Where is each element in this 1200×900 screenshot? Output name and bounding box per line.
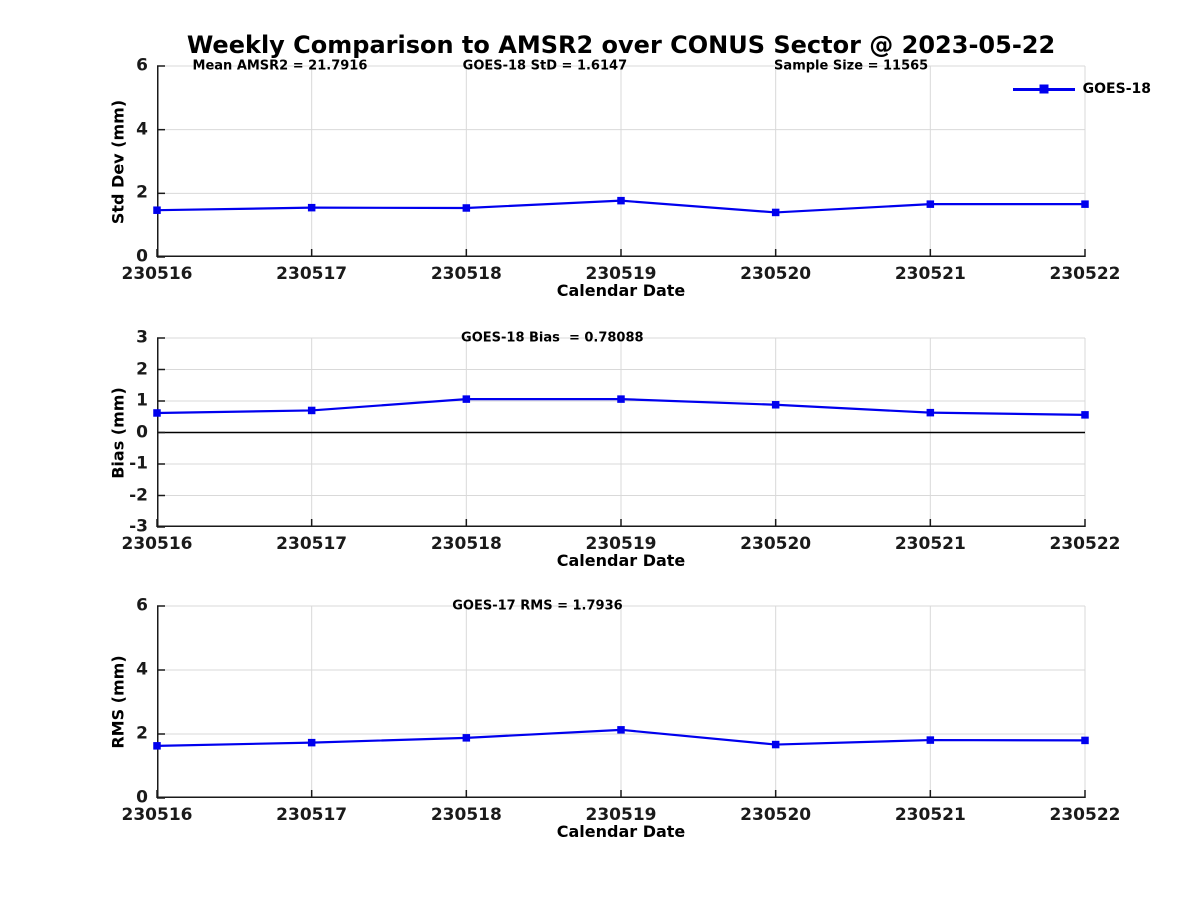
data-marker: [462, 204, 471, 212]
y-tick-label: -2: [129, 485, 148, 505]
data-marker: [153, 206, 161, 214]
y-tick-label: 2: [136, 723, 148, 744]
x-tick-label: 230518: [430, 805, 502, 825]
stddev-chart: Std Dev (mm) Mean AMSR2 = 21.7916 GOES-1…: [109, 57, 1152, 300]
x-tick-label: 230520: [740, 264, 812, 284]
x-tick-label: 230521: [894, 264, 966, 284]
annotation-sample-size: Sample Size = 11565: [774, 58, 929, 74]
x-tick-label: 230520: [740, 805, 812, 825]
x-tick-label: 230519: [585, 534, 657, 554]
x-tick-label: 230518: [430, 264, 502, 284]
x-tick-label: 230522: [1049, 805, 1121, 825]
plot-area: [153, 605, 1089, 799]
y-tick-label: 4: [136, 659, 148, 680]
x-tick-label: 230519: [585, 264, 657, 284]
y-tick-label: 4: [136, 119, 148, 140]
legend-line-sample: [1012, 84, 1075, 94]
bias-y-axis-label: Bias (mm): [108, 386, 128, 479]
data-marker: [771, 740, 780, 749]
data-marker: [1081, 200, 1089, 208]
annotation-goes17-rms: GOES-17 RMS = 1.7936: [452, 598, 623, 614]
x-tick-label: 230520: [740, 534, 812, 554]
data-marker: [1081, 411, 1089, 419]
stddev-plot-canvas: [153, 65, 1089, 258]
data-marker: [153, 742, 161, 750]
data-marker: [1081, 736, 1089, 745]
data-marker: [771, 401, 780, 409]
y-tick-label: 6: [136, 595, 148, 616]
x-tick-label: 230516: [121, 264, 193, 284]
page-title: Weekly Comparison to AMSR2 over CONUS Se…: [186, 31, 1056, 59]
stddev-y-axis-label: Std Dev (mm): [108, 99, 128, 224]
y-tick-label: 2: [136, 359, 148, 379]
stddev-x-axis-label: Calendar Date: [556, 281, 686, 300]
plot-area: [153, 65, 1089, 258]
y-tick-label: 6: [136, 55, 148, 76]
data-marker: [307, 738, 316, 747]
x-tick-label: 230521: [894, 805, 966, 825]
rms-y-axis-label: RMS (mm): [108, 655, 128, 749]
data-marker: [617, 196, 625, 205]
legend-label: GOES-18: [1082, 81, 1151, 97]
data-marker: [462, 734, 471, 742]
x-tick-label: 230522: [1049, 264, 1121, 284]
data-marker: [926, 736, 935, 744]
y-tick-label: 2: [136, 182, 148, 203]
bias-chart: Bias (mm) GOES-18 Bias = 0.78088 Calenda…: [109, 329, 1121, 570]
annotation-goes18-bias: GOES-18 Bias = 0.78088: [461, 330, 644, 346]
y-tick-label: 0: [136, 422, 148, 442]
x-tick-label: 230519: [585, 805, 657, 825]
y-tick-label: 0: [136, 787, 148, 808]
data-marker: [307, 406, 316, 415]
x-tick-label: 230516: [121, 805, 193, 825]
x-tick-label: 230517: [276, 264, 348, 284]
legend-square-marker-icon: [1039, 84, 1049, 94]
annotation-mean-amsr2: Mean AMSR2 = 21.7916: [192, 58, 368, 74]
bias-x-axis-label: Calendar Date: [556, 551, 686, 570]
y-tick-label: 0: [136, 246, 148, 267]
data-marker: [617, 726, 625, 734]
x-tick-label: 230521: [894, 534, 966, 554]
rms-plot-canvas: [153, 605, 1089, 799]
data-marker: [771, 208, 780, 217]
data-marker: [926, 200, 935, 208]
bias-plot-canvas: [153, 337, 1089, 528]
x-tick-label: 230517: [276, 534, 348, 554]
x-tick-label: 230516: [121, 534, 193, 554]
rms-x-axis-label: Calendar Date: [556, 822, 686, 841]
y-tick-label: 1: [136, 390, 148, 411]
x-tick-label: 230522: [1049, 534, 1121, 554]
data-marker: [307, 203, 316, 212]
data-marker: [617, 395, 625, 403]
data-marker: [926, 408, 935, 417]
x-tick-label: 230517: [276, 805, 348, 825]
y-tick-label: -1: [129, 453, 148, 474]
rms-chart: RMS (mm) GOES-17 RMS = 1.7936 Calendar D…: [109, 597, 1121, 841]
plot-area: [153, 337, 1089, 528]
annotation-goes18-std: GOES-18 StD = 1.6147: [462, 58, 628, 74]
legend: GOES-18: [1012, 81, 1151, 97]
y-tick-label: -3: [129, 516, 148, 537]
x-tick-label: 230518: [430, 534, 502, 554]
y-tick-label: 3: [136, 327, 148, 348]
data-marker: [462, 395, 471, 403]
data-marker: [153, 409, 161, 417]
